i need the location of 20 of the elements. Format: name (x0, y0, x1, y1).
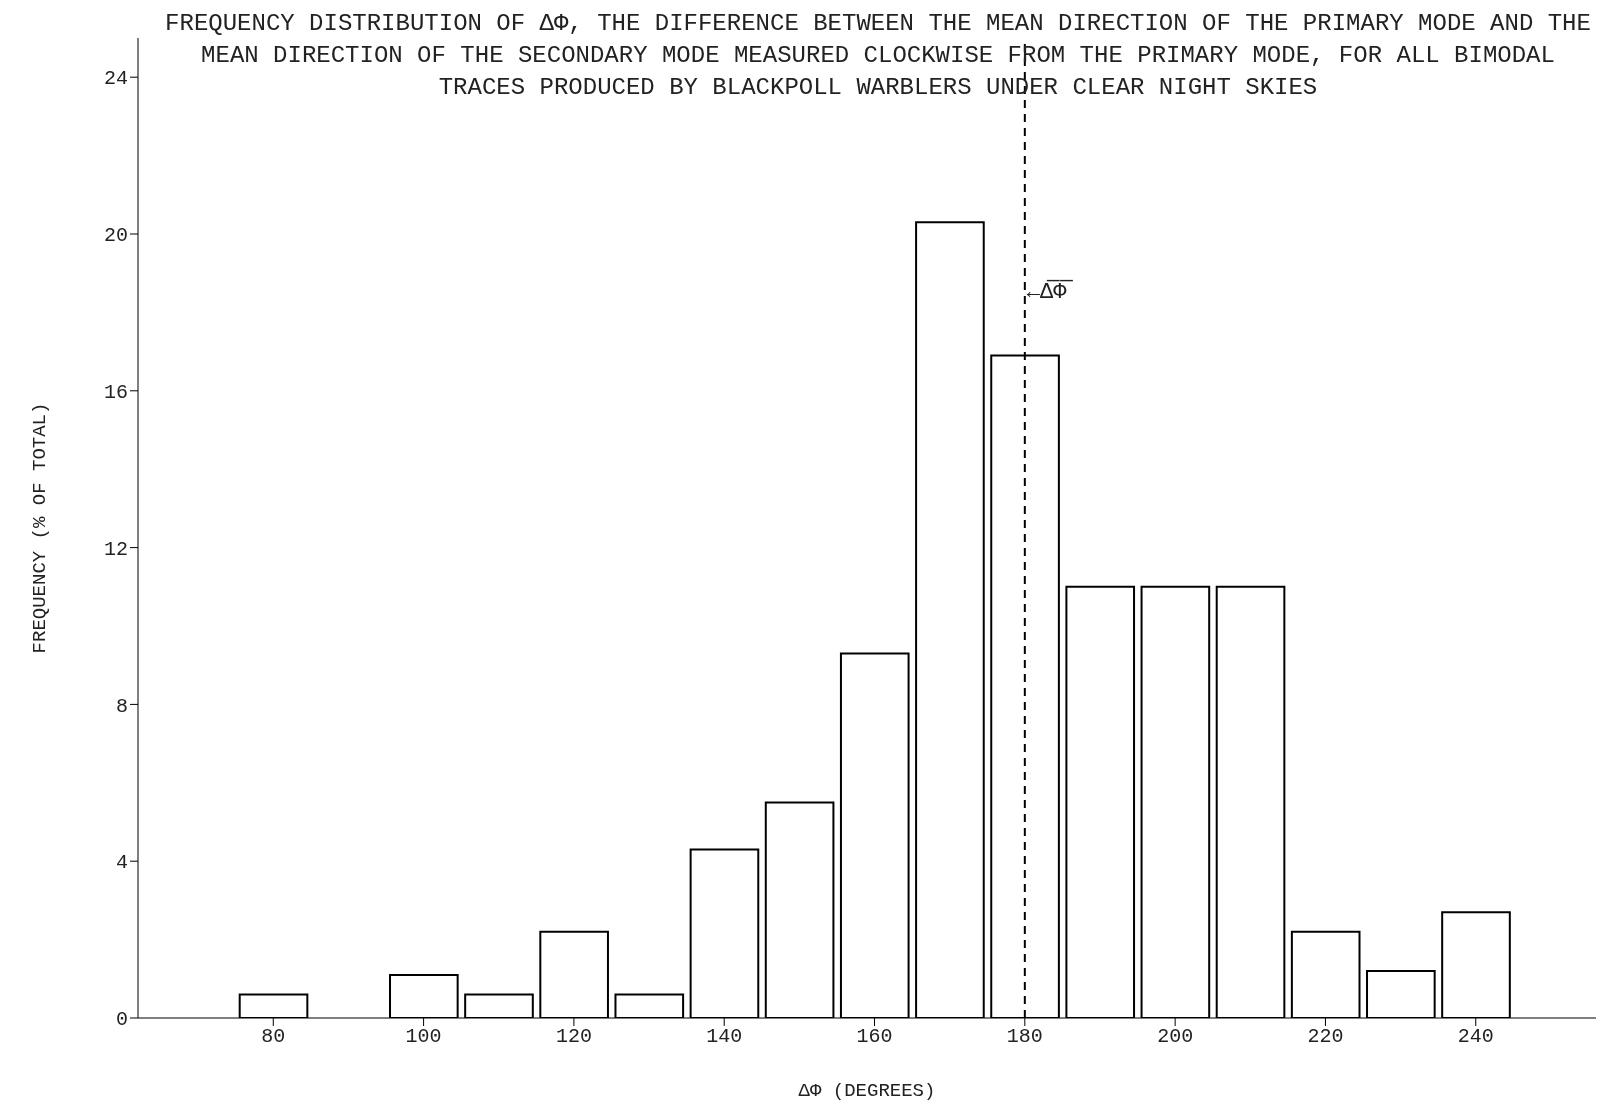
x-tick-label: 80 (261, 1025, 286, 1049)
ref-line-label: ←Δ̅Φ̅ (1026, 278, 1074, 305)
x-tick-label: 220 (1307, 1025, 1344, 1049)
x-tick-label: 200 (1157, 1025, 1194, 1049)
chart-title: FREQUENCY DISTRIBUTION OF ΔΦ, THE DIFFERENCE BETWEEN THE MEAN DIRECTION OF THE PRIMARY MODE AND THE MEAN DIRECTION OF THE SECONDARY MODE MEASURED CLOCKWISE FROM THE PRIMARY MODE, FOR ALL BIMODAL TRACES PRODUCED BY BLACKPOLL WARBLERS UNDER CLEAR NIGHT SKIES (164, 9, 1592, 103)
y-tick-label: 0 (115, 1008, 128, 1032)
x-axis-title: ΔΦ (DEGREES) (798, 1080, 936, 1102)
y-tick-label: 24 (103, 67, 128, 91)
y-tick-label: 8 (115, 694, 128, 718)
x-tick-label: 140 (706, 1025, 743, 1049)
x-tick-label: 180 (1006, 1025, 1043, 1049)
x-tick-label: 100 (405, 1025, 442, 1049)
y-tick-label: 20 (103, 224, 128, 248)
x-tick-label: 160 (856, 1025, 893, 1049)
y-tick-label: 16 (103, 380, 128, 404)
x-tick-label: 120 (555, 1025, 592, 1049)
y-axis-title: FREQUENCY (% OF TOTAL) (28, 402, 51, 654)
y-tick-label: 4 (115, 851, 128, 875)
y-tick-label: 12 (103, 537, 128, 561)
x-tick-label: 240 (1457, 1025, 1494, 1049)
